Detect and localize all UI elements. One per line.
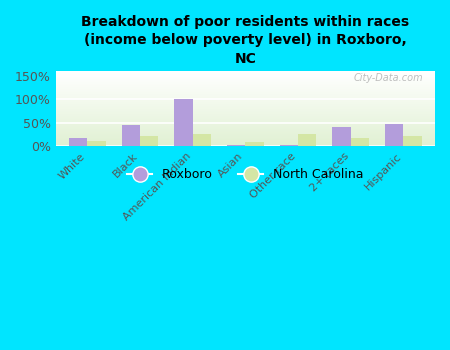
Bar <box>56 129 435 130</box>
Bar <box>56 126 435 127</box>
Bar <box>56 89 435 90</box>
Bar <box>56 122 435 123</box>
Bar <box>56 142 435 143</box>
Bar <box>56 98 435 99</box>
Bar <box>56 144 435 145</box>
Bar <box>56 128 435 129</box>
Text: City-Data.com: City-Data.com <box>354 74 423 83</box>
Title: Breakdown of poor residents within races
(income below poverty level) in Roxboro: Breakdown of poor residents within races… <box>81 15 410 66</box>
Bar <box>56 124 435 125</box>
Bar <box>56 115 435 116</box>
Bar <box>174 99 193 146</box>
Bar <box>56 141 435 142</box>
Bar <box>332 127 351 146</box>
Bar <box>56 82 435 83</box>
Bar <box>56 117 435 118</box>
Bar <box>56 80 435 81</box>
Bar <box>56 137 435 138</box>
Bar <box>245 142 264 146</box>
Bar <box>56 120 435 121</box>
Bar <box>56 139 435 140</box>
Bar <box>56 79 435 80</box>
Bar <box>56 85 435 86</box>
Bar <box>56 111 435 112</box>
Bar <box>56 92 435 93</box>
Bar <box>56 83 435 84</box>
Bar <box>56 71 435 72</box>
Bar <box>87 141 106 146</box>
Bar <box>56 91 435 92</box>
Bar <box>56 74 435 75</box>
Bar <box>56 131 435 132</box>
Bar <box>56 110 435 111</box>
Bar <box>56 87 435 88</box>
Bar <box>56 107 435 108</box>
Bar <box>56 95 435 96</box>
Bar <box>56 118 435 119</box>
Bar <box>56 99 435 100</box>
Bar <box>56 145 435 146</box>
Bar <box>385 124 403 146</box>
Bar <box>56 138 435 139</box>
Bar <box>56 123 435 124</box>
Bar <box>56 88 435 89</box>
Bar <box>403 136 422 146</box>
Bar <box>140 136 158 146</box>
Bar <box>56 93 435 94</box>
Bar <box>56 77 435 78</box>
Bar <box>56 94 435 95</box>
Legend: Roxboro, North Carolina: Roxboro, North Carolina <box>122 163 369 187</box>
Bar <box>122 125 140 146</box>
Bar <box>56 121 435 122</box>
Bar <box>56 130 435 131</box>
Bar <box>56 76 435 77</box>
Bar <box>56 133 435 134</box>
Bar <box>56 106 435 107</box>
Bar <box>56 140 435 141</box>
Bar <box>56 119 435 120</box>
Bar <box>56 127 435 128</box>
Bar <box>56 90 435 91</box>
Bar <box>56 86 435 87</box>
Bar <box>56 81 435 82</box>
Bar <box>56 84 435 85</box>
Bar <box>56 114 435 115</box>
Bar <box>298 134 316 146</box>
Bar <box>56 109 435 110</box>
Bar <box>56 78 435 79</box>
Bar <box>56 135 435 136</box>
Bar <box>56 72 435 73</box>
Bar <box>56 108 435 109</box>
Bar <box>56 104 435 105</box>
Bar <box>56 134 435 135</box>
Bar <box>56 136 435 137</box>
Bar <box>351 138 369 146</box>
Bar <box>56 97 435 98</box>
Bar <box>56 96 435 97</box>
Bar <box>56 113 435 114</box>
Bar <box>56 116 435 117</box>
Bar <box>56 105 435 106</box>
Bar <box>56 103 435 104</box>
Bar <box>56 112 435 113</box>
Bar <box>279 145 298 146</box>
Bar <box>56 75 435 76</box>
Bar <box>56 100 435 101</box>
Bar <box>56 125 435 126</box>
Bar <box>69 138 87 146</box>
Bar <box>56 132 435 133</box>
Bar <box>56 102 435 103</box>
Bar <box>227 145 245 146</box>
Bar <box>193 134 211 146</box>
